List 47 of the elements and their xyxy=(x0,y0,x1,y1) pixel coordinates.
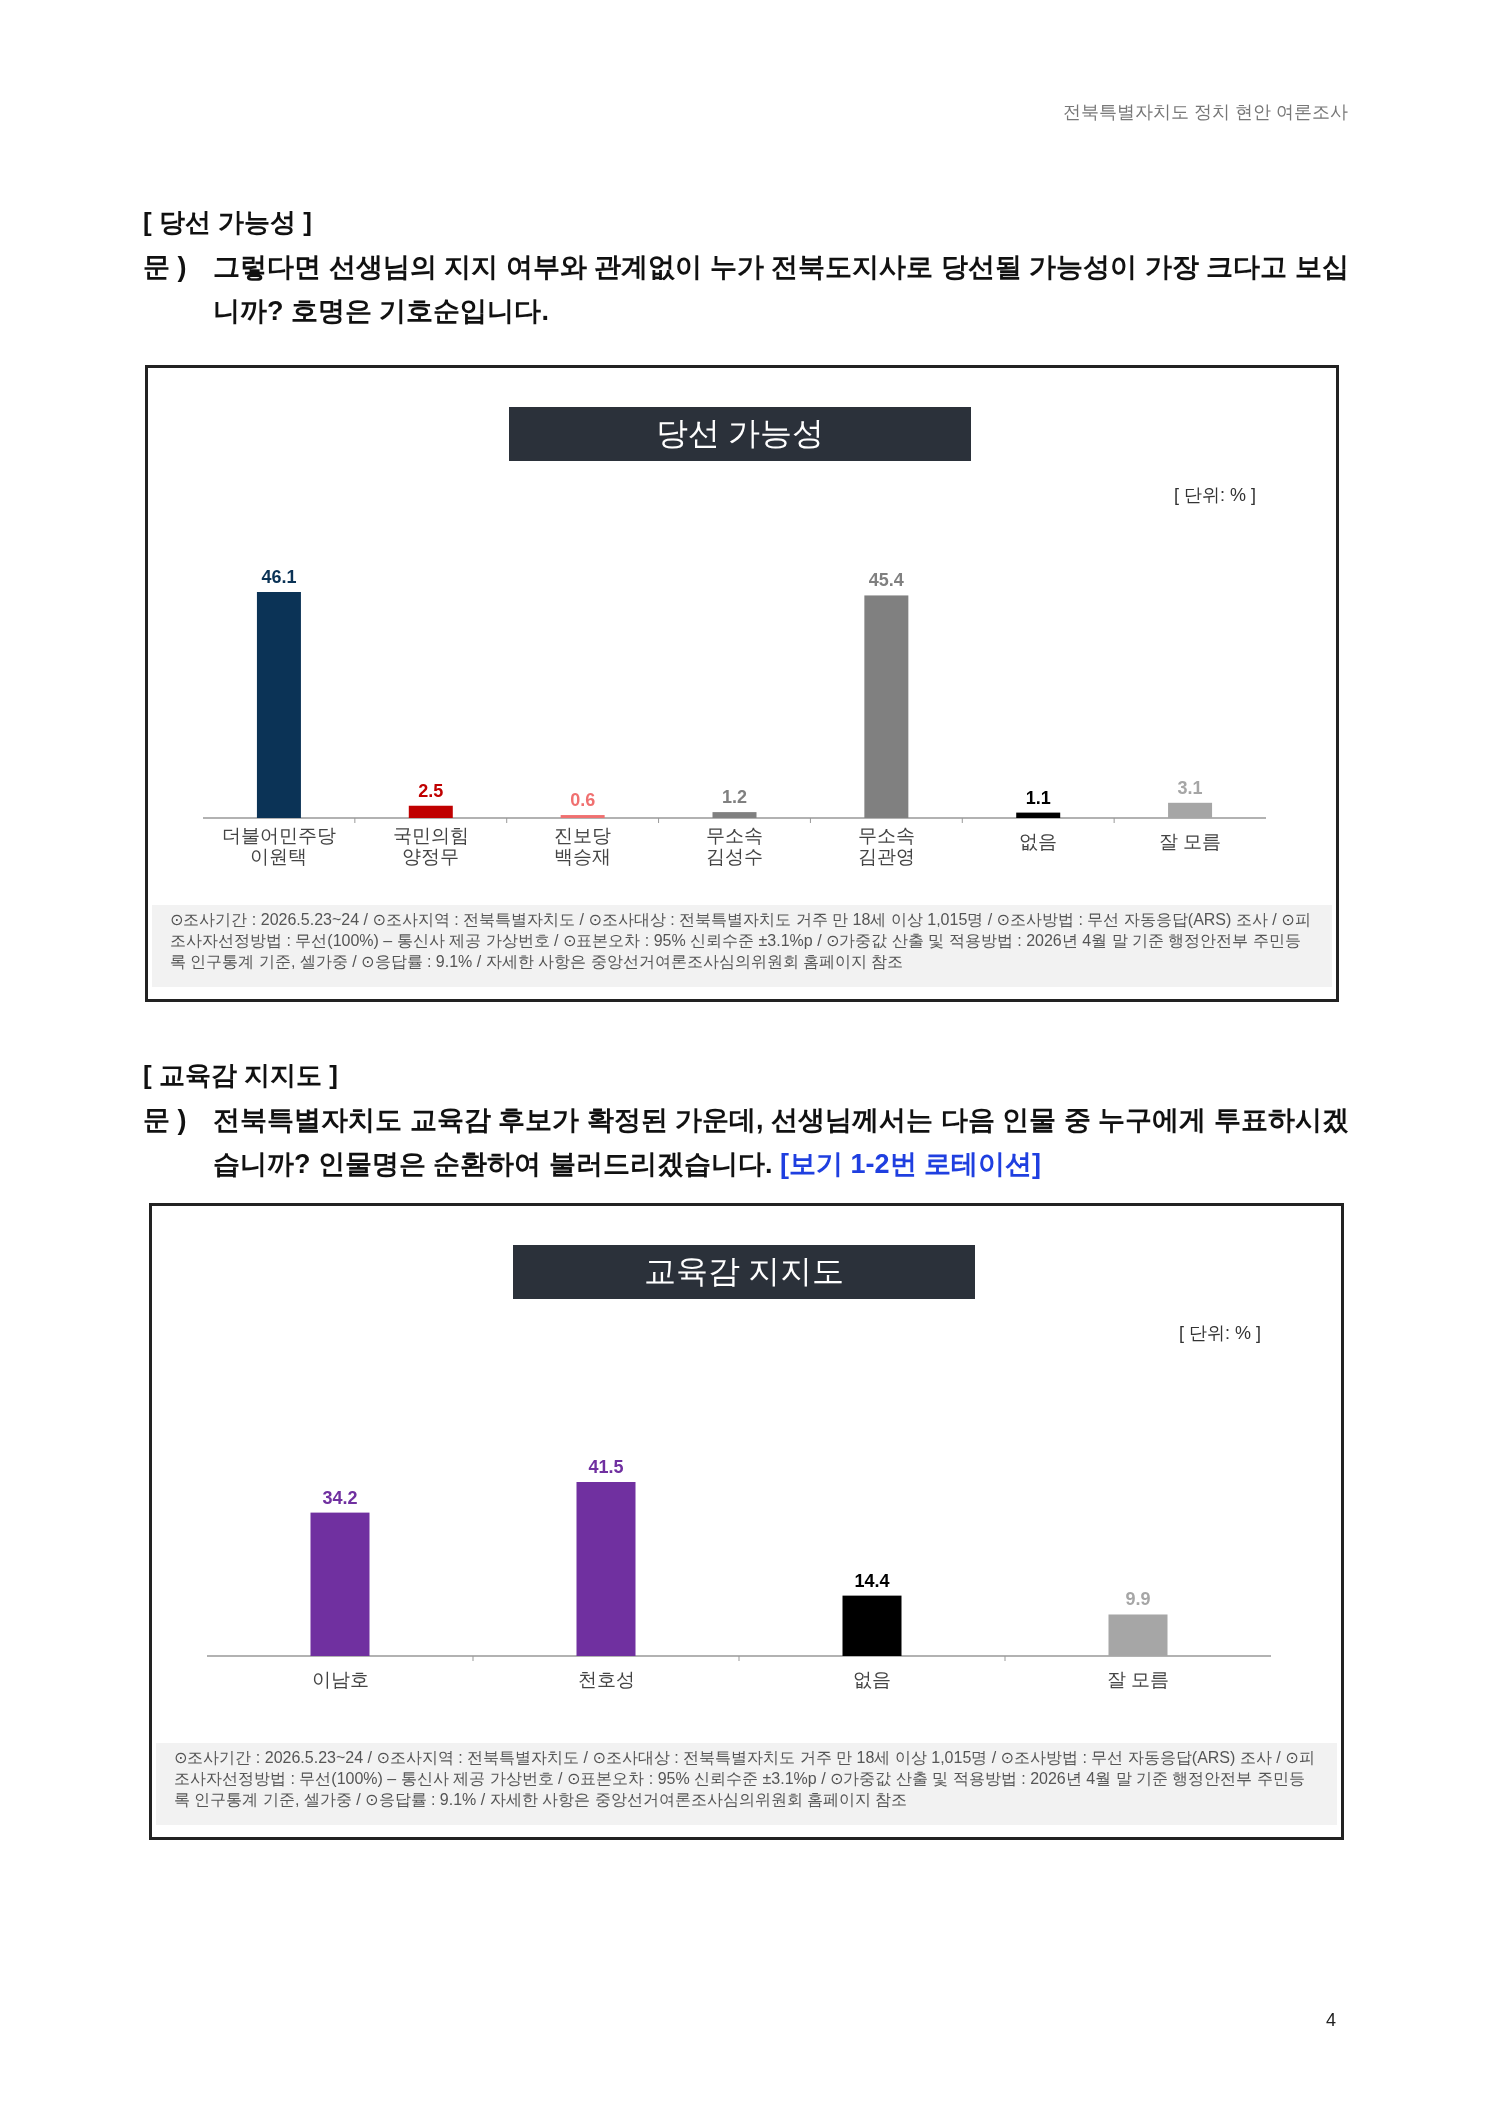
bar xyxy=(560,815,605,818)
text: [보기 1-2번 로테이션] xyxy=(779,1149,1042,1179)
bar xyxy=(842,1595,902,1656)
bar xyxy=(712,812,757,818)
chart-title: 교육감 지지도 xyxy=(643,1253,845,1289)
data-label: 45.4 xyxy=(868,570,904,591)
bar xyxy=(1016,812,1061,818)
x-tick-label: 잘 모름 xyxy=(1106,1669,1170,1690)
data-label: 1.1 xyxy=(1025,787,1051,808)
data-label: 34.2 xyxy=(322,1487,358,1508)
x-tick-label: 천호성 xyxy=(577,1669,635,1690)
text: ⊙조사기간 : 2026.5.23~24 / ⊙조사지역 : 전북특별자치도 / ⊙조사대상 : 전북특별자치도 거주 만 18세 이상 1,015명 / ⊙조사방법 : 무선 자동응답(ARS) 조사 / ⊙피조사자선정방법 : 무선(100%) – 통신사 제공 가상번호 / ⊙표본오차 : 95% 신뢰수준 ±3.1%p / ⊙가중값 산출 및 적용방법 : 2026년 4월 말 기준 행정안전부 주민등록 인구통계 기준, 셀가중 / ⊙응답률 : 9.1% / 자세한 사항은 중앙선거여론조사심의위원회 홈페이지 참조 xyxy=(156,1743,1337,1825)
text: 4 xyxy=(1326,2010,1337,2031)
bar xyxy=(864,595,909,818)
text: 그렇다면 선생님의 지지 여부와 관계없이 누가 전북도지사로 당선될 가능성이 가장 크다고 보십니까? 호명은 기호순입니다. xyxy=(213,251,1350,328)
x-tick-label: 무소속 김관영 xyxy=(857,825,915,867)
x-tick-label: 없음 xyxy=(853,1669,891,1690)
bar xyxy=(576,1482,636,1656)
data-label: 9.9 xyxy=(1125,1589,1151,1610)
data-label: 0.6 xyxy=(570,790,596,811)
bar xyxy=(1108,1614,1168,1656)
text: [ 단위: % ] xyxy=(1178,1323,1261,1343)
x-tick-label: 무소속 김성수 xyxy=(706,825,763,867)
data-label: 1.2 xyxy=(721,787,748,808)
text: ⊙조사기간 : 2026.5.23~24 / ⊙조사지역 : 전북특별자치도 / ⊙조사대상 : 전북특별자치도 거주 만 18세 이상 1,015명 / ⊙조사방법 : 무선 자동응답(ARS) 조사 / ⊙피조사자선정방법 : 무선(100%) – 통신사 제공 가상번호 / ⊙표본오차 : 95% 신뢰수준 ±3.1%p / ⊙가중값 산출 및 적용방법 : 2026년 4월 말 기준 행정안전부 주민등록 인구통계 기준, 셀가중 / ⊙응답률 : 9.1% / 자세한 사항은 중앙선거여론조사심의위원회 홈페이지 참조 xyxy=(152,905,1332,987)
data-label: 3.1 xyxy=(1177,777,1203,798)
bar xyxy=(1168,802,1213,818)
bar xyxy=(256,592,301,818)
x-tick-label: 이남호 xyxy=(311,1669,369,1690)
x-tick-label: 국민의힘 양정무 xyxy=(392,825,469,867)
data-label: 41.5 xyxy=(588,1457,624,1477)
x-tick-label: 진보당 백승재 xyxy=(554,825,612,867)
bar xyxy=(408,805,453,818)
data-label: 46.1 xyxy=(261,567,297,587)
text: [ 당선 가능성 ] xyxy=(143,206,312,239)
x-tick-label: 없음 xyxy=(1019,831,1058,852)
x-tick-label: 잘 모름 xyxy=(1158,831,1222,852)
text: 전북특별자치도 정치 현안 여론조사 xyxy=(1062,101,1348,124)
text: [ 단위: % ] xyxy=(1173,485,1256,505)
data-label: 2.5 xyxy=(418,780,444,801)
x-tick-label: 더불어민주당 이원택 xyxy=(221,825,336,867)
chart-title: 당선 가능성 xyxy=(655,415,825,451)
data-label: 14.4 xyxy=(854,1570,890,1591)
text: 문 ) xyxy=(143,251,187,284)
text: 문 ) xyxy=(143,1104,187,1137)
bar xyxy=(310,1512,370,1656)
text: [ 교육감 지지도 ] xyxy=(143,1059,338,1092)
